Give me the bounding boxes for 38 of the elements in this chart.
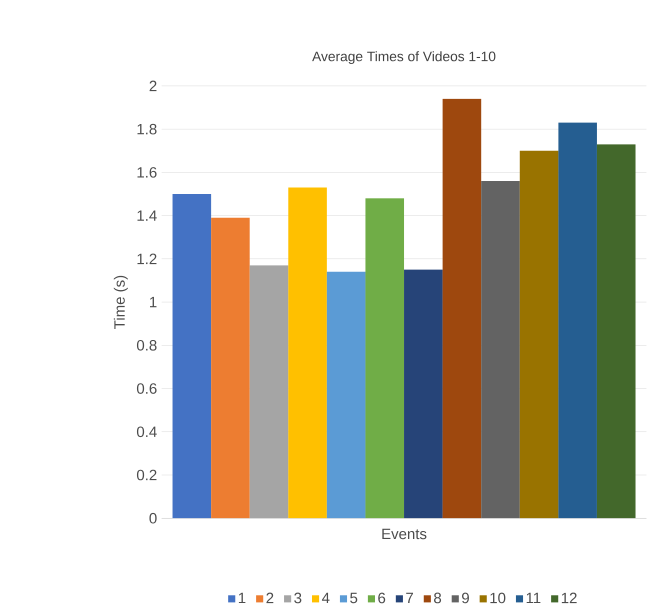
bar <box>172 194 212 518</box>
y-tick-label: 1 <box>150 296 156 308</box>
bar <box>288 188 327 518</box>
x-axis-title: Events <box>382 528 426 540</box>
y-tick-label: 1.8 <box>138 124 157 134</box>
y-tick-label: 0.6 <box>136 383 157 394</box>
bar <box>596 144 636 518</box>
legend-label: 5 <box>350 592 358 604</box>
y-tick-label: 1.4 <box>138 210 157 221</box>
legend-label: 10 <box>490 592 506 604</box>
y-tick-label: 0.4 <box>136 426 157 438</box>
chart-title: Average Times of Videos 1-10 <box>312 51 496 64</box>
bar <box>481 181 520 518</box>
legend-label: 9 <box>462 592 469 604</box>
bar <box>558 122 597 518</box>
legend-label: 8 <box>434 592 442 604</box>
bar <box>250 265 288 518</box>
bar <box>365 198 404 518</box>
bar <box>326 272 366 518</box>
legend-label: 11 <box>526 592 540 604</box>
y-axis-title: Time (s) <box>114 276 128 329</box>
bar <box>404 270 443 518</box>
legend-label: 4 <box>322 592 330 604</box>
y-tick-label: 0 <box>149 512 157 524</box>
bar <box>442 98 482 518</box>
y-tick-label: 1.6 <box>138 167 157 178</box>
y-tick-label: 1.2 <box>138 254 156 264</box>
legend-label: 1 <box>238 592 246 604</box>
legend-label: 7 <box>406 592 414 604</box>
bar <box>211 218 250 518</box>
legend-label: 6 <box>378 592 386 604</box>
legend-label: 3 <box>294 592 302 604</box>
bar <box>520 150 558 518</box>
y-tick-label: 0.2 <box>136 470 156 480</box>
y-tick-label: 0.8 <box>136 340 157 351</box>
legend-label: 2 <box>266 592 274 604</box>
legend-label: 12 <box>562 592 577 604</box>
y-tick-label: 2 <box>150 80 156 92</box>
